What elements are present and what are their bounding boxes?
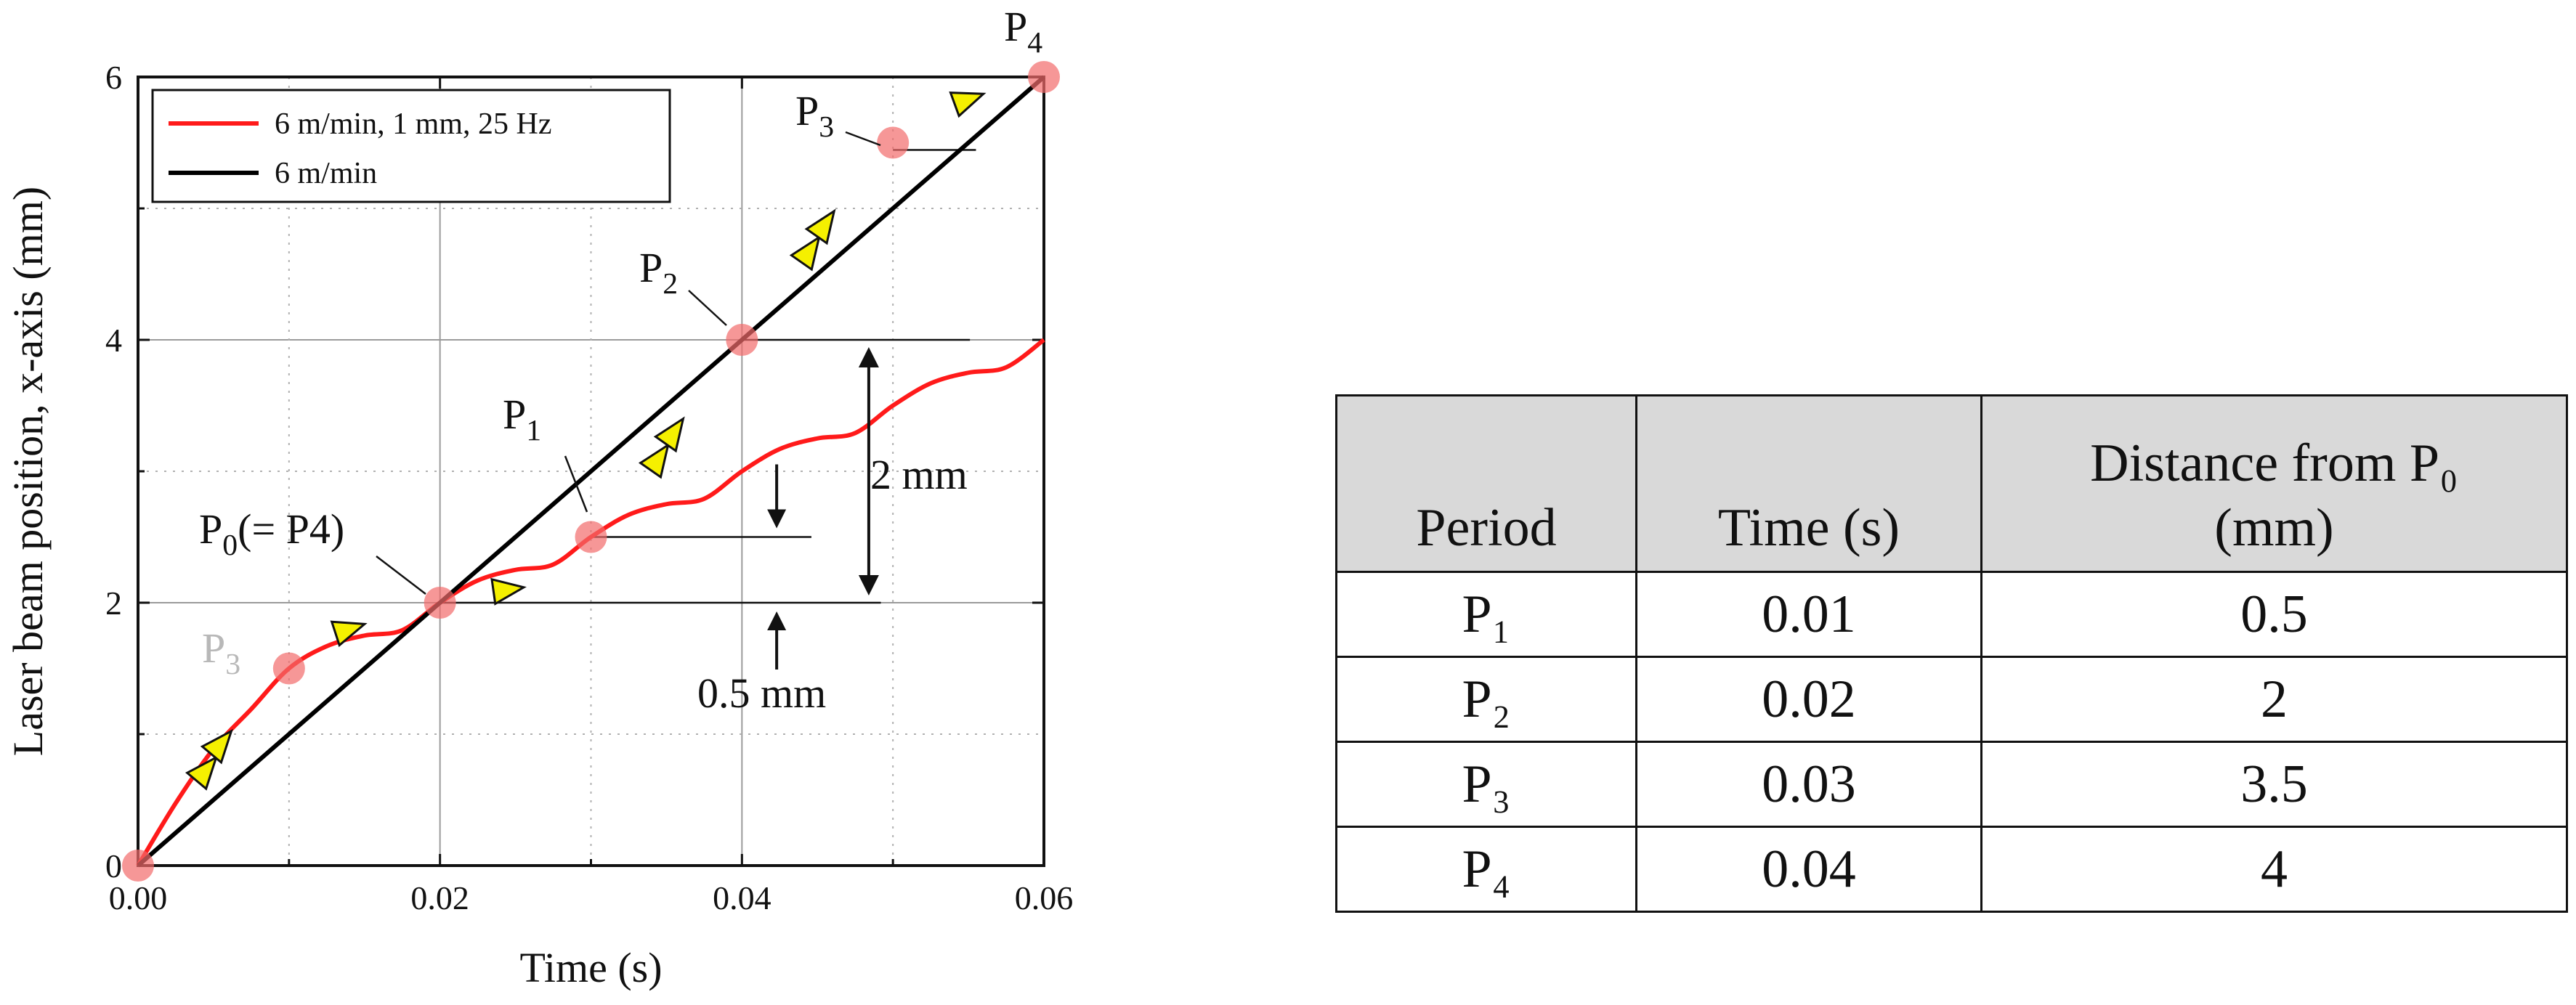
header-period: Period xyxy=(1335,394,1637,573)
point-marker xyxy=(877,126,910,159)
arrow-head xyxy=(200,728,234,765)
point-marker xyxy=(424,587,456,619)
point-marker xyxy=(575,521,607,553)
cell-distance: 0.5 xyxy=(1980,571,2568,658)
table-header-row: Period Time (s) Distance from P₀ (mm) xyxy=(1335,394,2568,573)
label-p3-left: P3 xyxy=(202,624,240,681)
cell-distance: 3.5 xyxy=(1980,741,2568,828)
table-row: P₁ 0.01 0.5 xyxy=(1335,571,2568,658)
label-p2: P2 xyxy=(639,244,678,301)
dimension-arrowhead xyxy=(767,509,787,529)
label-p3-top: P3 xyxy=(795,87,834,144)
point-marker xyxy=(1028,61,1060,93)
arrow-head xyxy=(789,235,821,272)
direction-arrows xyxy=(185,91,987,791)
y-tick-label: 6 xyxy=(105,59,122,96)
dimension-arrowhead-bottom xyxy=(858,575,879,595)
direction-arrow xyxy=(490,577,527,606)
direction-arrow xyxy=(949,91,987,118)
label-p0: P0(= P4) xyxy=(199,505,344,562)
x-tick-label: 0.04 xyxy=(713,879,771,916)
label-05mm: 0.5 mm xyxy=(697,670,826,717)
cell-period: P₂ xyxy=(1335,656,1637,743)
point-marker xyxy=(122,850,154,882)
direction-arrow xyxy=(638,442,670,479)
chart-axes: 0.00 0.02 0.04 0.06 0 2 4 6 Time (s) Laser beam p… xyxy=(4,59,1073,991)
cell-time: 0.04 xyxy=(1635,826,1982,913)
arrow-head xyxy=(949,91,987,118)
y-axis-title: Laser beam position, x-axis (mm) xyxy=(4,187,52,756)
table-row: P₄ 0.04 4 xyxy=(1335,826,2568,913)
direction-arrow xyxy=(789,235,821,272)
leader-line xyxy=(688,290,727,326)
legend-box xyxy=(151,89,671,203)
y-tick-label: 4 xyxy=(105,322,122,359)
cell-period: P₁ xyxy=(1335,571,1637,658)
cell-time: 0.01 xyxy=(1635,571,1982,658)
y-tick-label: 0 xyxy=(105,847,122,884)
direction-arrow xyxy=(200,728,234,765)
point-markers xyxy=(122,61,1060,882)
cell-time: 0.02 xyxy=(1635,656,1982,743)
direction-arrow xyxy=(330,620,368,648)
direction-arrow xyxy=(804,208,836,245)
cell-period: P₃ xyxy=(1335,741,1637,828)
table-row: P₃ 0.03 3.5 xyxy=(1335,741,2568,828)
period-table: Period Time (s) Distance from P₀ (mm) P₁… xyxy=(1335,394,2568,913)
label-p1: P1 xyxy=(503,391,541,447)
cell-distance: 4 xyxy=(1980,826,2568,913)
point-marker xyxy=(726,324,758,356)
dimension-arrowhead xyxy=(767,611,787,630)
series-line-linear xyxy=(137,75,1045,868)
cell-time: 0.03 xyxy=(1635,741,1982,828)
arrow-head xyxy=(330,620,368,648)
x-axis-title: Time (s) xyxy=(519,944,662,991)
y-tick-label: 2 xyxy=(105,585,122,622)
header-distance: Distance from P₀ (mm) xyxy=(1980,394,2568,573)
leader-line xyxy=(564,455,588,513)
x-tick-label: 0.00 xyxy=(109,879,168,916)
leader-line xyxy=(376,556,426,595)
legend-label: 6 m/min xyxy=(275,157,377,190)
point-marker xyxy=(272,652,305,685)
dimension-arrowhead-top xyxy=(858,347,879,367)
arrow-head xyxy=(804,208,836,245)
chart-labels: P4 P3 P2 P1 P0(= P4) P3 2 mm 0.5 mm xyxy=(199,3,1042,717)
leader-line xyxy=(845,131,881,147)
x-tick-label: 0.02 xyxy=(410,879,469,916)
header-time: Time (s) xyxy=(1635,394,1982,573)
arrow-head xyxy=(185,754,219,791)
cell-period: P₄ xyxy=(1335,826,1637,913)
label-p4-top: P4 xyxy=(1004,3,1042,60)
label-2mm: 2 mm xyxy=(870,451,968,498)
direction-arrow xyxy=(653,416,685,453)
arrow-head xyxy=(638,442,670,479)
x-tick-label: 0.06 xyxy=(1015,879,1074,916)
direction-arrow xyxy=(185,754,219,791)
header-distance-line2: (mm) xyxy=(2214,498,2334,558)
arrow-head xyxy=(490,577,527,606)
arrow-head xyxy=(653,416,685,453)
header-distance-line1: Distance from P₀ xyxy=(2090,434,2458,494)
legend-label: 6 m/min, 1 mm, 25 Hz xyxy=(275,107,552,141)
cell-distance: 2 xyxy=(1980,656,2568,743)
table-row: P₂ 0.02 2 xyxy=(1335,656,2568,743)
chart-legend: 6 m/min, 1 mm, 25 Hz 6 m/min xyxy=(151,89,671,203)
